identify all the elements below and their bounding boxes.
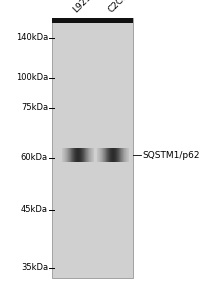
Bar	[109, 148, 110, 162]
Text: L929: L929	[71, 0, 93, 14]
Text: 140kDa: 140kDa	[16, 34, 48, 43]
Bar	[52, 18, 132, 23]
Bar	[78, 148, 79, 162]
Bar	[98, 148, 99, 162]
Bar	[102, 148, 103, 162]
Text: SQSTM1/p62: SQSTM1/p62	[141, 151, 199, 160]
Bar	[76, 148, 77, 162]
Bar	[108, 148, 109, 162]
Bar	[122, 148, 123, 162]
Bar	[105, 148, 106, 162]
Bar	[73, 148, 74, 162]
Bar	[89, 148, 90, 162]
Bar	[84, 148, 85, 162]
Bar	[62, 148, 63, 162]
Bar	[70, 148, 71, 162]
Bar	[120, 148, 121, 162]
Bar	[104, 148, 105, 162]
Bar	[63, 148, 64, 162]
Text: 100kDa: 100kDa	[16, 74, 48, 82]
Bar	[106, 148, 107, 162]
Bar	[93, 148, 94, 162]
Bar	[91, 148, 92, 162]
Bar	[85, 148, 86, 162]
Bar	[101, 148, 102, 162]
Bar	[114, 148, 115, 162]
Bar	[110, 148, 111, 162]
Bar	[116, 148, 117, 162]
Bar	[126, 148, 127, 162]
Bar	[99, 148, 100, 162]
Bar	[81, 148, 82, 162]
Bar	[107, 148, 108, 162]
Text: 75kDa: 75kDa	[21, 103, 48, 112]
Bar	[113, 148, 114, 162]
Bar	[87, 148, 88, 162]
Bar	[88, 148, 89, 162]
Bar	[82, 148, 83, 162]
Text: 45kDa: 45kDa	[21, 206, 48, 214]
Bar	[86, 148, 87, 162]
Bar	[92, 148, 93, 162]
Bar	[97, 148, 98, 162]
Bar	[66, 148, 67, 162]
Text: 35kDa: 35kDa	[21, 263, 48, 272]
Bar	[127, 148, 128, 162]
Bar	[64, 148, 65, 162]
Bar	[77, 148, 78, 162]
Bar	[103, 148, 104, 162]
Bar	[67, 148, 68, 162]
Bar	[52, 18, 132, 278]
Bar	[123, 148, 124, 162]
Bar	[71, 148, 72, 162]
Bar	[117, 148, 118, 162]
Bar	[115, 148, 116, 162]
Bar	[111, 148, 112, 162]
Bar	[68, 148, 69, 162]
Bar	[79, 148, 80, 162]
Bar	[75, 148, 76, 162]
Text: 60kDa: 60kDa	[21, 154, 48, 163]
Bar	[125, 148, 126, 162]
Bar	[118, 148, 119, 162]
Bar	[69, 148, 70, 162]
Bar	[124, 148, 125, 162]
Bar	[112, 148, 113, 162]
Bar	[121, 148, 122, 162]
Bar	[83, 148, 84, 162]
Bar	[65, 148, 66, 162]
Bar	[74, 148, 75, 162]
Bar	[100, 148, 101, 162]
Bar	[80, 148, 81, 162]
Bar	[90, 148, 91, 162]
Bar	[119, 148, 120, 162]
Bar	[72, 148, 73, 162]
Text: C2C12: C2C12	[106, 0, 133, 14]
